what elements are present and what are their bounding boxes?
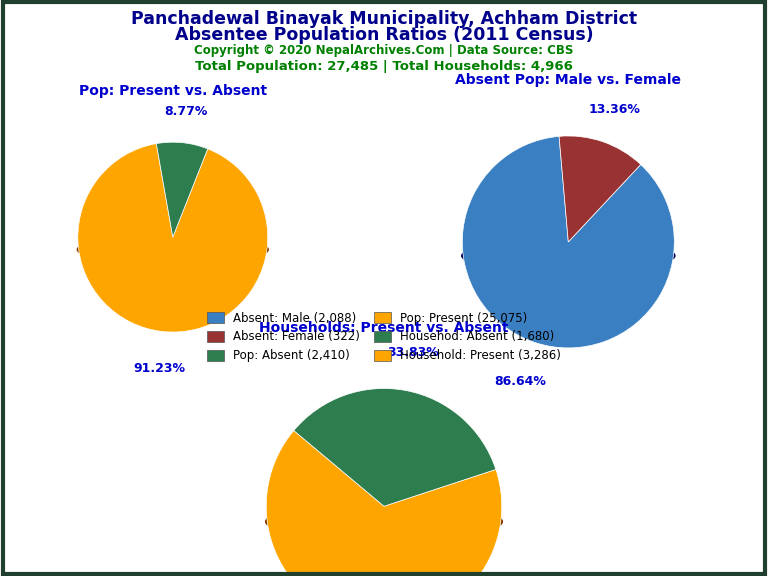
- Text: Panchadewal Binayak Municipality, Achham District: Panchadewal Binayak Municipality, Achham…: [131, 10, 637, 28]
- Text: Absentee Population Ratios (2011 Census): Absentee Population Ratios (2011 Census): [174, 26, 594, 44]
- Text: 33.83%: 33.83%: [388, 346, 439, 359]
- Wedge shape: [559, 136, 641, 242]
- Title: Households: Present vs. Absent: Households: Present vs. Absent: [260, 320, 508, 335]
- Title: Pop: Present vs. Absent: Pop: Present vs. Absent: [79, 84, 266, 97]
- Text: 13.36%: 13.36%: [588, 103, 640, 116]
- Title: Absent Pop: Male vs. Female: Absent Pop: Male vs. Female: [455, 73, 681, 87]
- Ellipse shape: [462, 240, 675, 272]
- Ellipse shape: [266, 503, 502, 540]
- Text: Copyright © 2020 NepalArchives.Com | Data Source: CBS: Copyright © 2020 NepalArchives.Com | Dat…: [194, 44, 574, 57]
- Wedge shape: [294, 388, 496, 506]
- Text: 8.77%: 8.77%: [164, 105, 207, 118]
- Legend: Absent: Male (2,088), Absent: Female (322), Pop: Absent (2,410), Pop: Present (2: Absent: Male (2,088), Absent: Female (32…: [202, 307, 566, 367]
- Wedge shape: [157, 142, 207, 237]
- Wedge shape: [78, 143, 268, 332]
- Text: Total Population: 27,485 | Total Households: 4,966: Total Population: 27,485 | Total Househo…: [195, 60, 573, 73]
- Wedge shape: [462, 137, 674, 348]
- Text: 91.23%: 91.23%: [134, 362, 186, 375]
- Text: 86.64%: 86.64%: [495, 375, 546, 388]
- Ellipse shape: [78, 235, 268, 264]
- Wedge shape: [266, 430, 502, 576]
